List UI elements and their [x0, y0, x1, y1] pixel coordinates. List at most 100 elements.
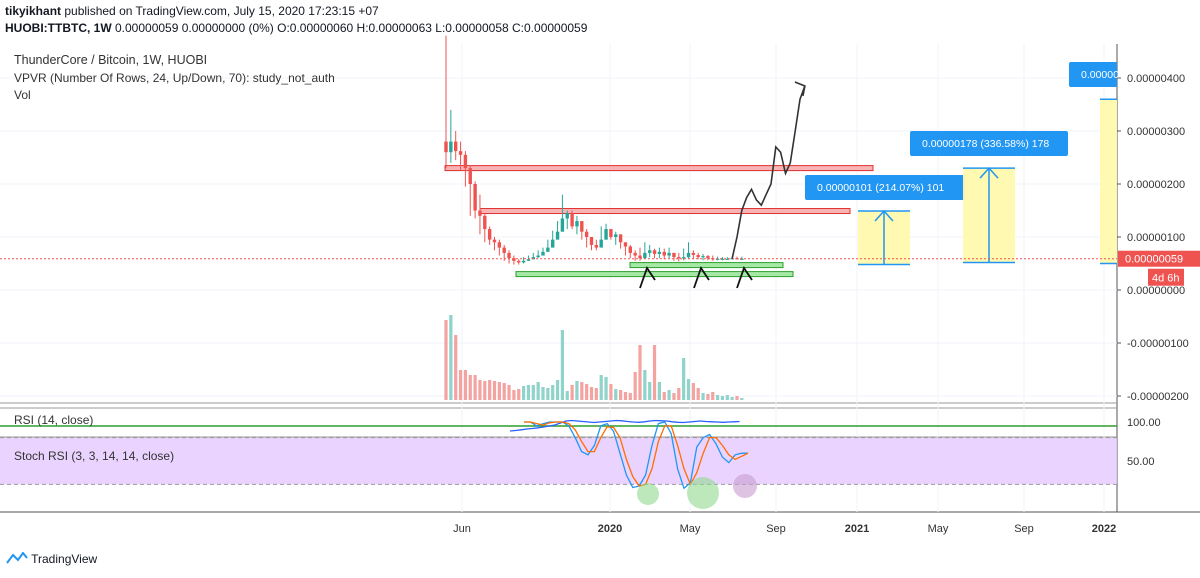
candle-body [575, 221, 579, 227]
candle-body [657, 251, 662, 254]
candle-body [691, 252, 696, 256]
time-tick-label: 2021 [845, 523, 869, 535]
candle-body [531, 257, 535, 260]
volume-bar [502, 383, 506, 400]
time-tick-label: 2022 [1092, 523, 1116, 535]
volume-bar [706, 394, 710, 400]
candle-body [648, 250, 652, 253]
volume-bar [531, 385, 535, 400]
publish-line: tikyikhant published on TradingView.com,… [5, 4, 379, 18]
candle-body [594, 244, 599, 248]
candle-body [667, 252, 671, 256]
candle-body [473, 184, 477, 211]
stoch-tick-label: 50.00 [1127, 456, 1155, 468]
volume-bar [648, 382, 652, 400]
candle-body [614, 234, 618, 237]
volume-bar [555, 380, 560, 400]
candle-body [652, 250, 657, 254]
volume-bar [682, 358, 686, 400]
volume-bar [628, 393, 632, 400]
volume-bar [735, 396, 739, 400]
resistance-zone[interactable] [479, 208, 851, 215]
candle-body [725, 258, 729, 260]
resistance-zone[interactable] [444, 165, 874, 172]
measure-label-box[interactable] [910, 131, 1068, 156]
candle-body [599, 239, 603, 248]
volume-bar [570, 385, 574, 400]
volume-bar [740, 398, 744, 400]
candle-body [483, 215, 487, 230]
candle-body [478, 210, 482, 216]
rsi-line [509, 419, 740, 432]
time-tick-label: May [680, 523, 701, 535]
candle-body [487, 229, 492, 240]
volume-bar [672, 393, 676, 400]
volume-bar [633, 372, 637, 400]
candle-body [468, 168, 472, 184]
time-tick-label: Sep [1014, 523, 1034, 535]
publish-info: published on TradingView.com, July 15, 2… [64, 4, 379, 18]
volume-bar [589, 387, 594, 400]
symbol-label: HUOBI:TTBTC, 1W [5, 21, 112, 35]
candle-body [570, 213, 574, 227]
volume-bar [536, 382, 540, 400]
highlight-circle [733, 474, 757, 498]
candle-body [589, 237, 594, 245]
measure-label-box[interactable] [805, 175, 965, 200]
volume-bar [483, 381, 487, 400]
projection-path[interactable] [731, 85, 806, 259]
stoch-legend: Stoch RSI (3, 3, 14, 14, close) [14, 449, 174, 463]
stoch-tick-label: 100.00 [1127, 417, 1161, 429]
volume-bar [522, 386, 526, 400]
volume-bar [488, 380, 492, 400]
candle-body [555, 231, 560, 240]
candle-body [696, 255, 700, 258]
support-zone[interactable] [515, 271, 794, 278]
candle-body [715, 258, 720, 260]
price-tick-label: 0.00000000 [1127, 285, 1185, 297]
current-price-label: 0.00000059 [1125, 254, 1183, 266]
countdown-badge [1148, 268, 1184, 286]
price-tick-label: 0.00000400 [1127, 73, 1185, 85]
candle-body [686, 252, 691, 258]
current-price-badge [1118, 250, 1200, 267]
candle-body [512, 258, 516, 261]
candle-body [521, 260, 526, 263]
volume-bar [691, 383, 695, 400]
stoch-d-line [524, 421, 749, 487]
volume-bar [594, 388, 598, 400]
measure-label-box[interactable] [1069, 62, 1117, 87]
candle-body [551, 239, 555, 248]
measure-range-box[interactable] [1100, 99, 1117, 264]
candle-body [633, 252, 637, 256]
measure-label: 0.00000 [1081, 69, 1119, 81]
ohlc-values: 0.00000059 0.00000000 (0%) O:0.00000060 … [115, 21, 588, 35]
volume-bar [560, 330, 564, 400]
volume-bar [720, 396, 725, 400]
candle-body [628, 246, 632, 253]
volume-bar [725, 395, 729, 400]
candle-body [454, 141, 458, 152]
volume-bar [662, 392, 666, 400]
measure-label: 0.00000178 (336.58%) 178 [922, 138, 1049, 150]
candle-body [638, 255, 642, 259]
tradingview-brand[interactable]: TradingView [6, 551, 97, 566]
highlight-circle [637, 483, 659, 505]
candle-body [444, 141, 448, 153]
volume-bar [546, 388, 550, 400]
volume-bar [711, 392, 715, 400]
candle-body [560, 218, 565, 232]
volume-bar [492, 381, 497, 400]
volume-bar [473, 375, 477, 400]
volume-bar [614, 389, 618, 400]
candle-body [609, 229, 613, 237]
volume-bar [580, 382, 584, 400]
author-name[interactable]: tikyikhant [5, 4, 62, 18]
support-zone[interactable] [629, 262, 784, 269]
ohlc-line: HUOBI:TTBTC, 1W 0.00000059 0.00000000 (0… [5, 21, 587, 35]
candle-body [643, 252, 647, 259]
volume-bar [507, 385, 511, 400]
candle-body [526, 259, 531, 261]
